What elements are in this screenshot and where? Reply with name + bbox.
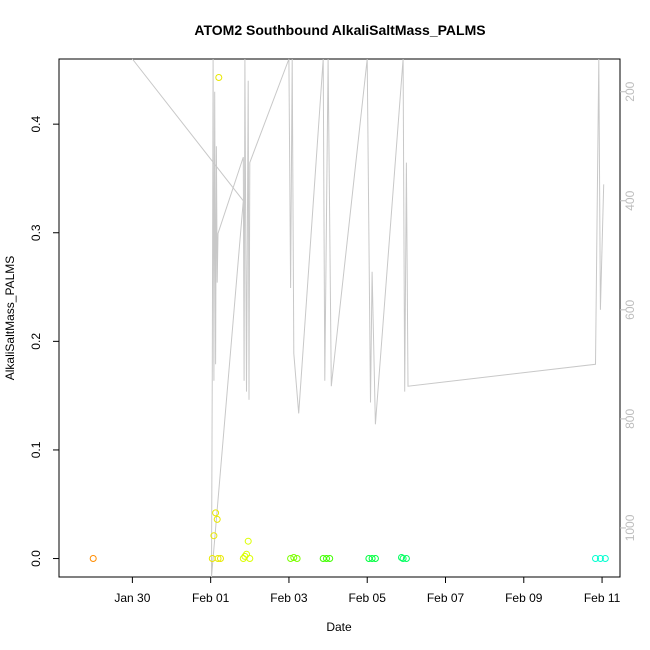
x-tick-label: Feb 09 [505, 591, 543, 605]
data-point [398, 554, 405, 561]
y-tick-label: 0.1 [29, 441, 43, 458]
right-tick-label: 1000 [623, 514, 637, 541]
data-point [215, 74, 223, 81]
y-tick-label: 0.3 [29, 224, 43, 241]
data-point [217, 555, 224, 562]
data-point [243, 550, 250, 558]
x-tick-label: Feb 03 [270, 591, 308, 605]
right-tick-label: 400 [623, 190, 637, 210]
data-point [244, 537, 252, 545]
right-tick-label: 600 [623, 299, 637, 319]
data-point [293, 555, 301, 562]
data-point [592, 555, 599, 562]
data-point [213, 515, 221, 523]
data-point [368, 555, 376, 562]
y-axis: 0.0 0.1 0.2 0.3 0.4 [29, 115, 59, 567]
y-axis-title: AlkaliSaltMass_PALMS [3, 256, 17, 381]
data-point [214, 555, 222, 562]
data-point [326, 555, 334, 562]
data-point [402, 555, 410, 562]
x-axis: Jan 30 Feb 01 Feb 03 Feb 05 Feb 07 Feb 09 Feb … [114, 577, 621, 605]
data-point [246, 555, 254, 562]
altitude-line [132, 58, 605, 578]
y-tick-label: 0.2 [29, 333, 43, 350]
data-point [371, 555, 379, 562]
data-point [210, 532, 218, 540]
altitude-line-group [132, 58, 605, 578]
x-tick-label: Feb 07 [427, 591, 465, 605]
data-point [89, 555, 97, 562]
y-tick-label: 0.0 [29, 550, 43, 567]
data-point [212, 509, 220, 517]
right-tick-label: 800 [623, 409, 637, 429]
x-tick-label: Jan 30 [114, 591, 150, 605]
data-point [323, 555, 330, 562]
data-point [596, 555, 604, 562]
data-points-group [89, 74, 609, 562]
chart-title: ATOM2 Southbound AlkaliSaltMass_PALMS [194, 22, 485, 38]
x-axis-title: Date [326, 620, 352, 634]
x-tick-label: Feb 01 [192, 591, 230, 605]
plot-frame [58, 58, 621, 578]
data-point [399, 555, 407, 562]
data-point [290, 554, 298, 561]
data-point [601, 555, 609, 562]
right-axis: 200 400 600 800 1000 [620, 81, 637, 541]
data-point [208, 555, 216, 562]
x-tick-label: Feb 11 [584, 591, 621, 605]
y-tick-label: 0.4 [29, 115, 43, 132]
right-tick-label: 200 [623, 81, 637, 101]
x-tick-label: Feb 05 [349, 591, 387, 605]
